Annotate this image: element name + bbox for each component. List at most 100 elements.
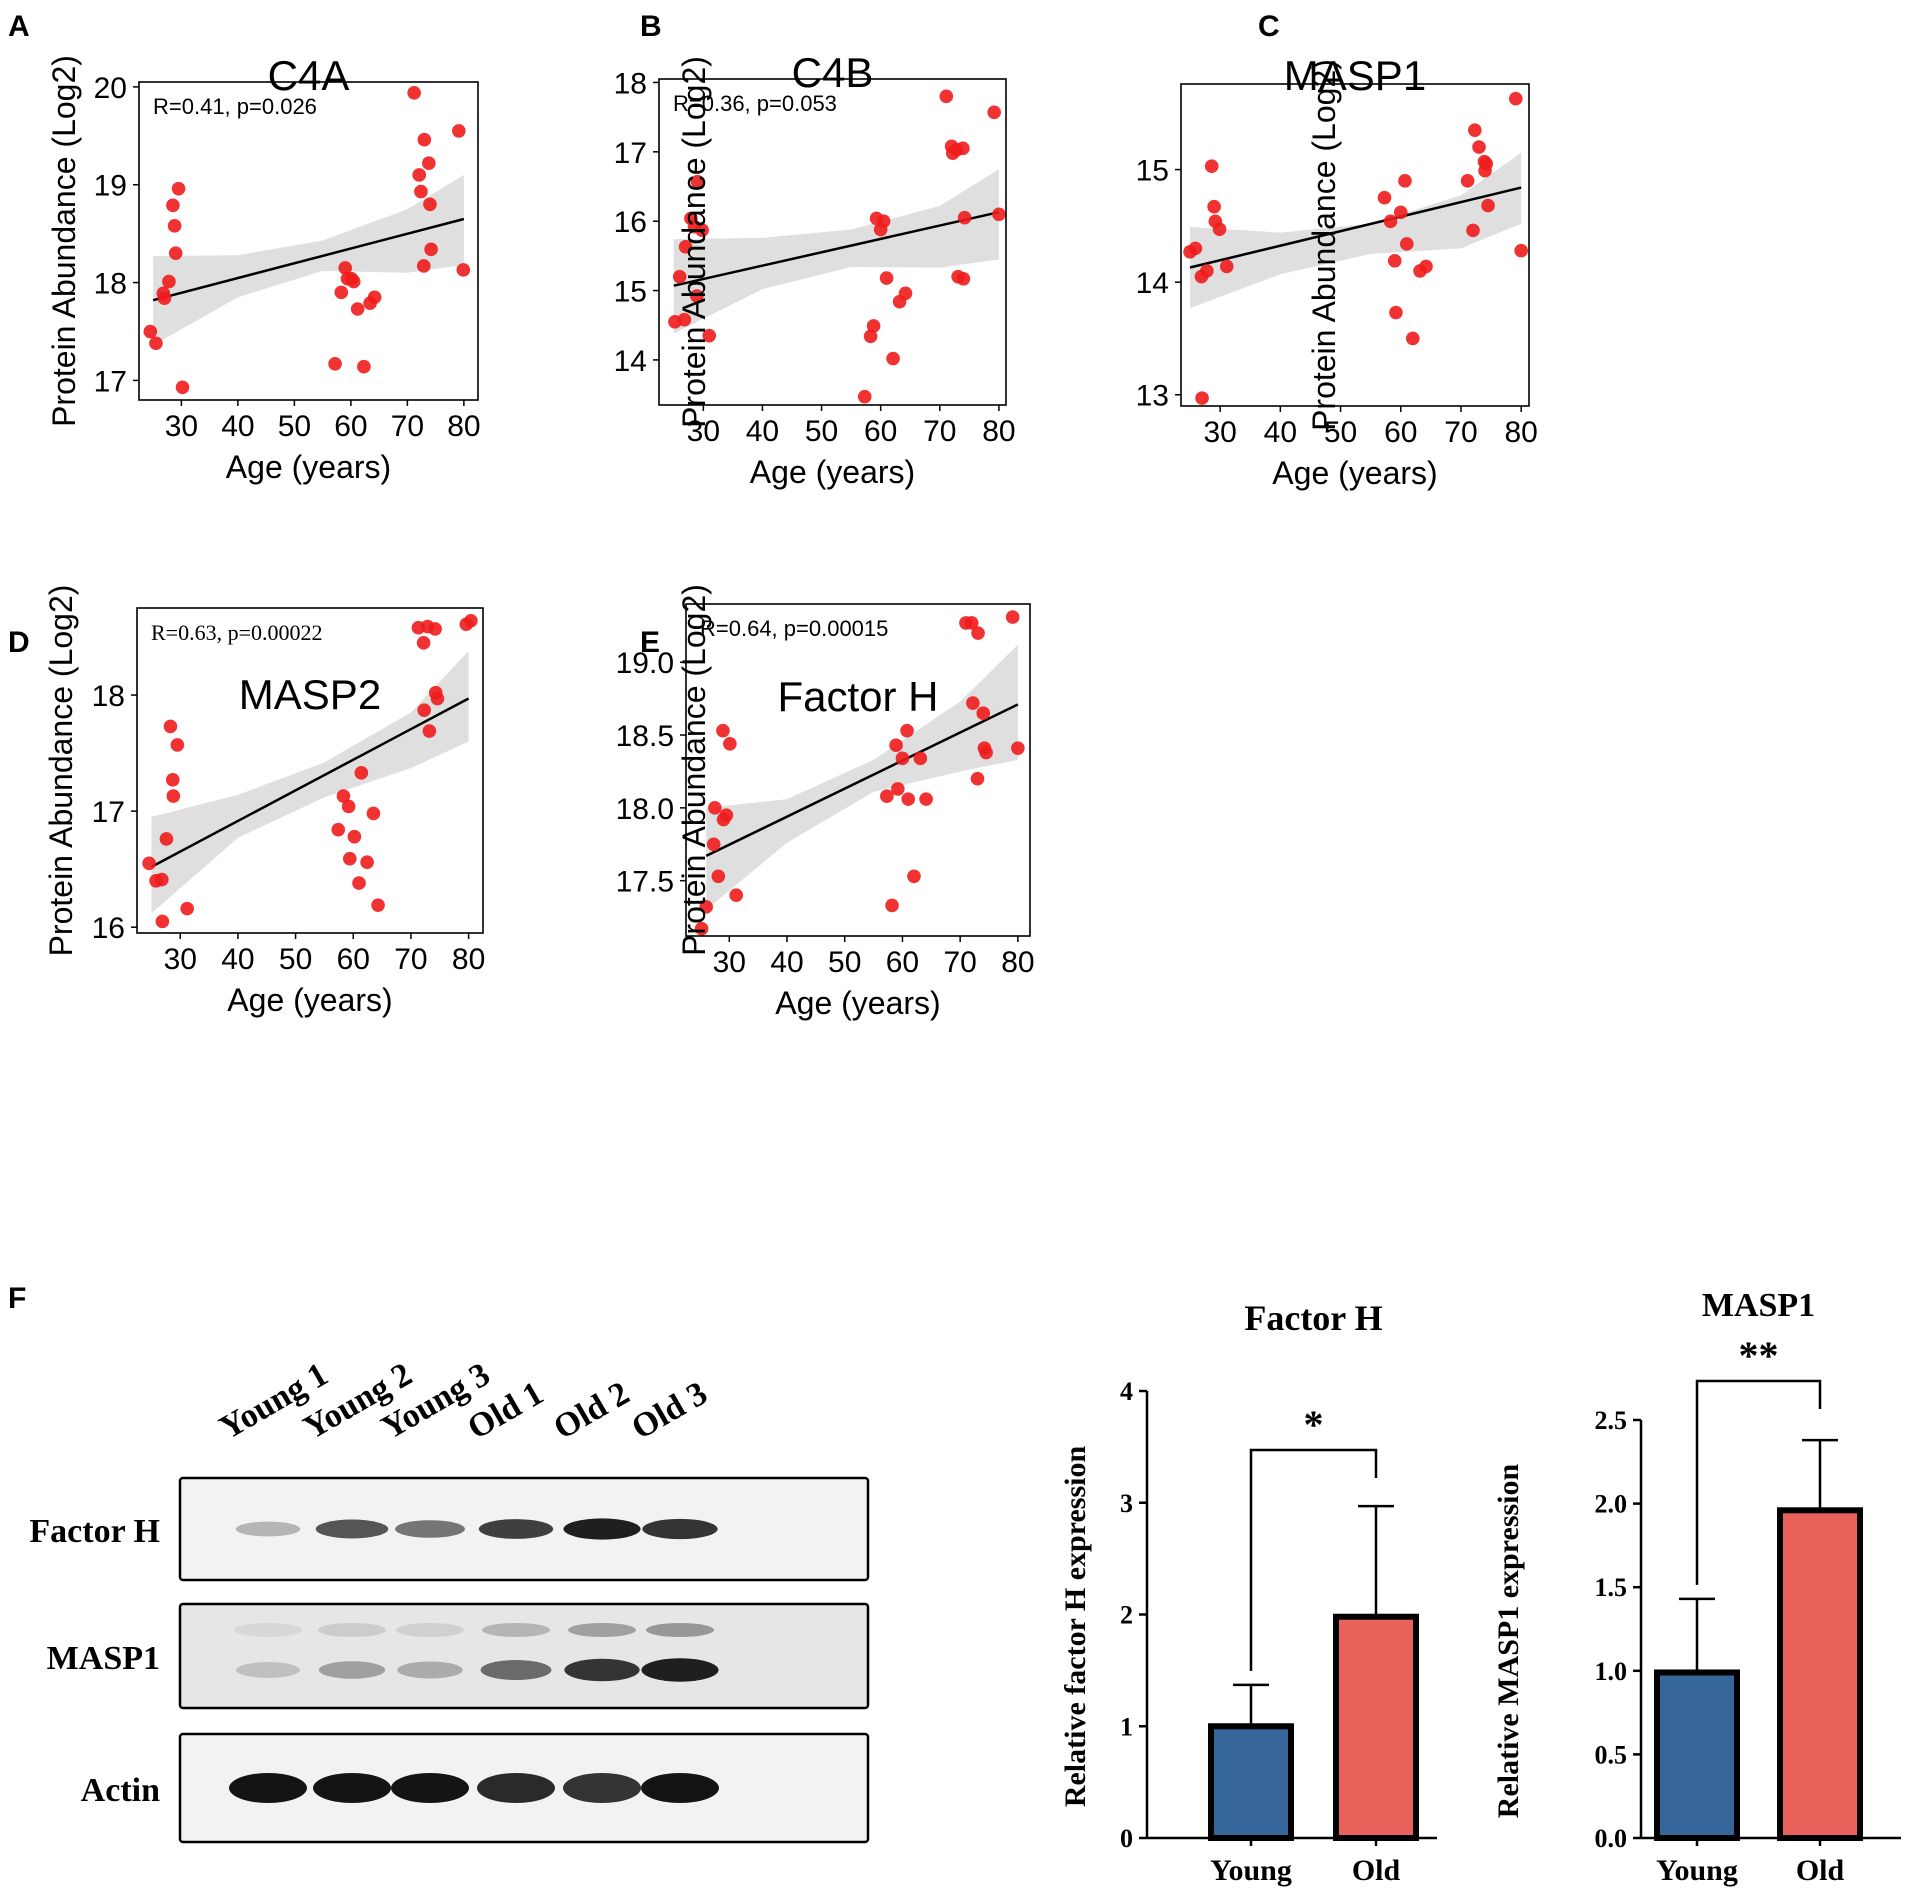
- data-point: [690, 174, 705, 189]
- blot-band: [564, 1658, 640, 1682]
- stats-annotation: R=0.64, p=0.00015: [700, 616, 888, 641]
- x-tick-label: 60: [886, 946, 919, 979]
- x-tick-label: 40: [221, 943, 254, 976]
- x-axis-label: Age (years): [1272, 455, 1437, 491]
- x-axis-label: Age (years): [750, 454, 915, 490]
- plot-frame: [1180, 83, 1530, 407]
- stats-annotation: R=0.41, p=0.026: [153, 94, 317, 119]
- plot-frame: [658, 78, 1007, 406]
- plot-frame: [136, 607, 484, 934]
- data-point: [1387, 253, 1402, 268]
- blot-band: [395, 1520, 465, 1538]
- scatter-panel-factor-h: Factor H 30 40 50 60 70 80 17.5 18.0 18.5 19.0 Age …: [616, 584, 1035, 1021]
- data-point: [1005, 610, 1020, 624]
- x-tick-label: 80: [1504, 416, 1537, 449]
- chart-title: MASP2: [239, 671, 381, 718]
- bar: [1654, 1669, 1740, 1842]
- data-point: [966, 696, 980, 710]
- blot-band-faint: [482, 1623, 550, 1637]
- data-point: [180, 901, 194, 916]
- data-point: [880, 789, 894, 804]
- data-point: [866, 319, 881, 333]
- y-tick-label: 20: [94, 72, 127, 105]
- data-point: [1405, 331, 1420, 346]
- data-point: [412, 168, 427, 182]
- data-point: [964, 616, 979, 630]
- data-point: [331, 822, 346, 837]
- x-axis-label: Age (years): [775, 985, 940, 1021]
- data-point: [1011, 741, 1025, 755]
- regression-line: [152, 217, 465, 302]
- data-point: [422, 156, 436, 171]
- y-tick-label: 18: [92, 680, 125, 713]
- x-tick-label: 60: [337, 943, 370, 976]
- regression-line: [673, 210, 1000, 287]
- data-point: [956, 271, 971, 286]
- blot-band: [397, 1661, 463, 1679]
- data-point: [876, 214, 891, 228]
- data-point: [889, 738, 903, 753]
- data-point: [149, 336, 163, 351]
- data-point: [1481, 198, 1495, 213]
- data-point: [895, 751, 910, 766]
- x-tick-label: 50: [278, 410, 311, 443]
- y-tick-label: 0.0: [1595, 1824, 1628, 1853]
- y-tick-label: 17: [614, 137, 647, 170]
- data-point: [1468, 123, 1482, 137]
- x-tick-label: 70: [394, 943, 427, 976]
- data-point: [336, 789, 351, 803]
- y-tick-label: 0: [1120, 1824, 1133, 1853]
- panel-letter-f: F: [8, 1282, 26, 1315]
- data-point: [699, 900, 714, 914]
- data-point: [1479, 157, 1494, 171]
- data-point: [350, 302, 365, 316]
- blot-band-faint: [568, 1623, 636, 1637]
- data-point: [159, 832, 174, 846]
- y-axis-label: Protein Abundance (Log2): [43, 585, 79, 957]
- data-point: [166, 198, 180, 213]
- y-tick-label: 13: [1136, 380, 1169, 413]
- x-axis-label: Age (years): [227, 982, 392, 1018]
- blot-band: [318, 1661, 386, 1679]
- blot-band: [563, 1518, 641, 1540]
- data-point: [347, 829, 362, 844]
- data-point: [456, 263, 471, 277]
- blot-band: [315, 1519, 389, 1539]
- y-tick-label: 17.5: [616, 866, 674, 899]
- category-label: Old: [1352, 1854, 1401, 1887]
- data-point: [171, 181, 186, 196]
- y-tick-label: 2: [1120, 1601, 1133, 1630]
- data-point: [1389, 305, 1403, 320]
- data-point: [678, 240, 693, 254]
- data-point: [1188, 241, 1203, 256]
- data-point: [695, 223, 709, 238]
- data-point: [913, 751, 928, 766]
- data-point: [900, 723, 914, 738]
- y-tick-label: 18: [94, 268, 127, 301]
- x-tick-label: 50: [279, 943, 312, 976]
- data-point: [416, 636, 431, 650]
- x-tick-label: 70: [391, 410, 424, 443]
- data-point: [1200, 264, 1214, 278]
- data-point: [155, 914, 170, 929]
- stats-annotation: R=0.36, p=0.053: [673, 91, 837, 116]
- y-tick-label: 1: [1120, 1712, 1133, 1741]
- y-tick-label: 4: [1120, 1377, 1133, 1406]
- scatter-panel-c4b: C4B 30 40 50 60 70 80 14 15 16 17 18 Age (years) Prot…: [614, 49, 1016, 490]
- x-tick-label: 80: [982, 415, 1015, 448]
- data-point: [154, 872, 169, 887]
- lane-label: Old 3: [626, 1375, 714, 1447]
- data-point: [863, 329, 878, 344]
- y-tick-label: 17: [92, 796, 125, 829]
- category-label: Young: [1656, 1854, 1738, 1887]
- data-point: [342, 851, 357, 866]
- y-tick-label: 14: [614, 345, 647, 378]
- data-point: [162, 274, 176, 289]
- blot-row-label: MASP1: [47, 1640, 160, 1677]
- bar: [1777, 1507, 1863, 1841]
- data-point: [919, 792, 933, 806]
- y-tick-label: 19: [94, 170, 127, 203]
- blot-band: [480, 1660, 552, 1680]
- data-point: [166, 789, 181, 803]
- panel-letter-c: C: [1258, 10, 1280, 43]
